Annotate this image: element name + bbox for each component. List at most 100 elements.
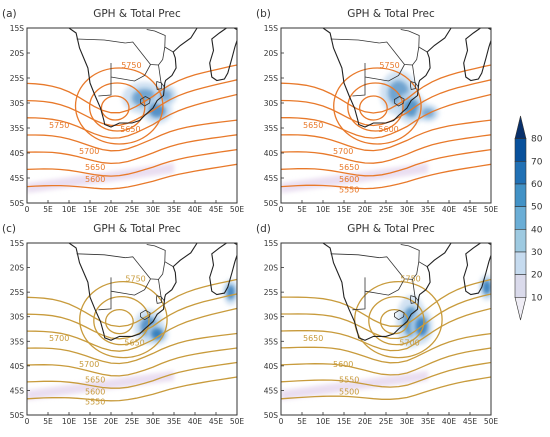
country-border — [364, 278, 405, 296]
country-border — [125, 29, 166, 66]
country-border — [76, 38, 126, 44]
x-tick-label: 35E — [167, 417, 182, 426]
y-tick-label: 35S — [264, 337, 279, 346]
gph-contour — [281, 163, 491, 190]
contour-label: 5650 — [303, 121, 323, 130]
contour-label: 5750 — [49, 121, 69, 130]
y-tick-label: 45S — [264, 386, 279, 395]
x-tick-label: 5E — [43, 205, 53, 214]
y-tick-label: 40S — [264, 362, 279, 371]
x-tick-label: 0 — [25, 417, 30, 426]
colorbar-segment — [514, 251, 527, 275]
gph-contour-low — [100, 95, 130, 121]
colorbar-segment — [514, 229, 527, 253]
y-tick-label: 35S — [10, 337, 25, 346]
border-eswatini — [155, 295, 162, 304]
contour-label: 5550 — [85, 398, 105, 407]
gph-contour — [27, 361, 237, 389]
gph-contour — [27, 307, 237, 352]
country-border — [125, 244, 166, 280]
y-tick-label: 20S — [10, 49, 25, 58]
border-lesotho — [140, 96, 151, 107]
contour-label: 5750 — [121, 61, 141, 70]
gph-contour-low — [358, 95, 388, 121]
coastline-madagascar — [209, 28, 237, 82]
coastline-africa — [68, 28, 198, 128]
y-tick-label: 30S — [10, 99, 25, 108]
x-tick-label: 25E — [125, 205, 140, 214]
country-border — [76, 253, 126, 259]
gph-contour — [281, 64, 491, 114]
x-tick-label: 15E — [83, 417, 98, 426]
colorbar-tick-label: 80 — [531, 135, 543, 145]
contour-label: 5600 — [333, 360, 353, 369]
y-tick-label: 40S — [10, 362, 25, 371]
coastline-madagascar — [463, 28, 491, 82]
gph-contour — [281, 376, 491, 400]
colorbar: 80 70 60 50 40 30 20 10 — [514, 115, 543, 321]
x-tick-label: 15E — [337, 417, 352, 426]
gph-contour — [281, 134, 491, 164]
gph-contour-low — [368, 295, 425, 346]
contour-label: 5750 — [125, 275, 145, 284]
gph-contour — [27, 119, 237, 152]
contour-label: 5750 — [379, 61, 399, 70]
border-eswatini — [409, 295, 416, 304]
contour-label: 5750 — [400, 275, 420, 284]
y-tick-label: 50S — [264, 199, 279, 208]
contour-label: 5700 — [333, 147, 353, 156]
country-border — [352, 277, 366, 311]
panel-0: 5750 5650 5750 5700 5650 5600 0 5E 10E 15E 20E 25E 3… — [2, 8, 244, 214]
y-tick-label: 30S — [10, 313, 25, 322]
gph-contour — [27, 79, 237, 127]
y-tick-label: 35S — [10, 124, 25, 133]
panel-3: 5750 5700 5650 5600 5550 5500 0 5E 10E 15E 20E 25E 3… — [256, 223, 498, 426]
colorbar-tick-label: 50 — [531, 203, 543, 213]
border-lesotho — [140, 309, 151, 321]
y-tick-label: 50S — [264, 411, 279, 420]
x-tick-label: 35E — [167, 205, 182, 214]
precip-blob — [150, 328, 164, 340]
y-tick-label: 20S — [264, 49, 279, 58]
gph-contour — [27, 148, 237, 177]
x-tick-label: 5E — [297, 417, 307, 426]
colorbar-segment — [514, 138, 527, 162]
x-tick-label: 20E — [358, 205, 373, 214]
contour-label: 5650 — [339, 163, 359, 172]
panel-title: GPH & Total Prec — [347, 8, 435, 20]
y-tick-label: 35S — [264, 124, 279, 133]
colorbar-segment — [514, 206, 527, 230]
gph-contour — [281, 332, 491, 364]
panel-label: (b) — [256, 8, 271, 20]
coastline-africa — [68, 243, 198, 341]
x-tick-label: 30E — [146, 205, 161, 214]
gph-contour — [27, 278, 237, 328]
y-tick-label: 40S — [264, 149, 279, 158]
contour-label: 5650 — [124, 339, 144, 348]
gph-contour — [27, 376, 237, 402]
contour-label: 5600 — [339, 175, 359, 184]
contour-label: 5650 — [303, 334, 323, 343]
precip-band — [27, 370, 174, 401]
border-eswatini — [409, 80, 416, 90]
country-border — [418, 261, 428, 267]
panel-title: GPH & Total Prec — [93, 223, 181, 235]
country-border — [379, 29, 420, 66]
y-tick-label: 45S — [264, 174, 279, 183]
gph-contour — [281, 347, 491, 376]
panel-label: (d) — [256, 223, 271, 235]
x-tick-label: 10E — [316, 205, 331, 214]
y-tick-label: 15S — [10, 239, 25, 248]
gph-contour-low — [354, 280, 443, 359]
colorbar-segment — [514, 297, 527, 321]
colorbar-segment — [514, 161, 527, 185]
country-border — [352, 63, 366, 97]
gph-contour-low — [79, 280, 168, 359]
gph-contour — [281, 307, 491, 352]
panel-label: (a) — [2, 8, 17, 20]
y-tick-label: 40S — [10, 149, 25, 158]
contour-label: 5700 — [399, 339, 419, 348]
y-tick-label: 45S — [10, 386, 25, 395]
panel-2: 5750 5650 5700 5700 5650 5600 5550 0 5E 10E 15E 20E… — [2, 223, 244, 426]
